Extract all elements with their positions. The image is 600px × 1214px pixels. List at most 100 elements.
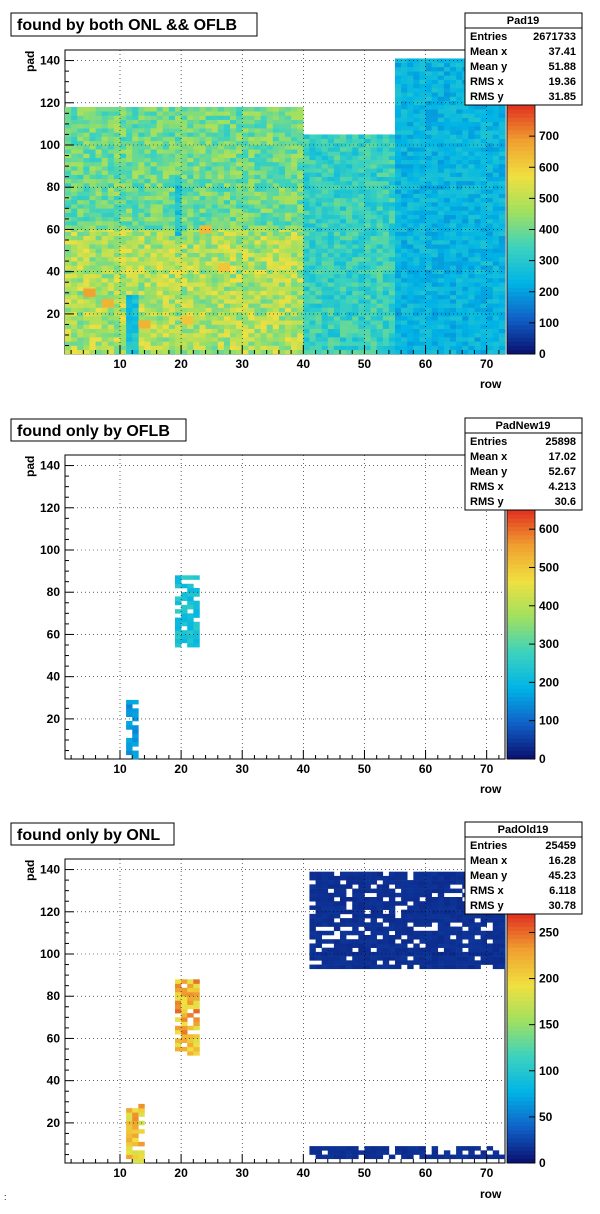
heatmap-cell	[468, 244, 475, 249]
heatmap-cell	[388, 261, 396, 266]
palette-band	[507, 572, 535, 577]
heatmap-cell	[401, 79, 408, 85]
palette-band	[507, 518, 535, 523]
heatmap-cell	[83, 278, 90, 283]
heatmap-cell	[193, 278, 200, 283]
heatmap-cell	[419, 206, 426, 211]
heatmap-cell	[120, 115, 127, 120]
heatmap-cell	[474, 176, 481, 182]
heatmap-cell	[193, 341, 200, 346]
heatmap-cell	[107, 166, 115, 171]
heatmap-cell	[358, 134, 365, 139]
heatmap-cell	[413, 311, 420, 317]
heatmap-cell	[175, 269, 182, 275]
heatmap-cell	[181, 174, 188, 180]
heatmap-cell	[450, 282, 457, 287]
heatmap-cell	[352, 349, 359, 355]
heatmap-cell	[193, 290, 200, 296]
heatmap-cell	[126, 704, 133, 709]
heatmap-cell	[266, 157, 274, 163]
heatmap-cell	[291, 111, 298, 116]
heatmap-cell	[150, 328, 157, 334]
palette-band	[507, 320, 535, 326]
heatmap-cell	[346, 240, 353, 245]
heatmap-cell	[236, 115, 243, 120]
heatmap-cell	[175, 320, 182, 325]
heatmap-cell	[498, 286, 506, 291]
heatmap-cell	[144, 161, 151, 167]
heatmap-cell	[254, 161, 261, 167]
heatmap-cell	[388, 349, 396, 355]
heatmap-cell	[419, 197, 426, 203]
heatmap-cell	[474, 180, 481, 186]
heatmap-cell	[346, 341, 353, 346]
heatmap-cell	[89, 149, 96, 154]
heatmap-cell	[395, 147, 402, 152]
heatmap-cell	[388, 248, 396, 253]
heatmap-cell	[474, 159, 481, 165]
stats-entries-value: 25898	[545, 436, 576, 448]
heatmap-cell	[211, 123, 219, 129]
heatmap-cell	[303, 278, 310, 283]
heatmap-cell	[138, 282, 145, 287]
heatmap-cell	[150, 337, 157, 342]
heatmap-cell	[101, 170, 109, 175]
heatmap-cell	[101, 235, 109, 241]
heatmap-cell	[132, 1158, 139, 1164]
heatmap-cell	[71, 307, 78, 313]
heatmap-cell	[260, 269, 267, 275]
heatmap-cell	[107, 316, 115, 321]
heatmap-cell	[364, 155, 371, 161]
heatmap-cell	[364, 307, 371, 313]
palette-tick-label: 300	[539, 254, 559, 268]
heatmap-cell	[138, 128, 145, 133]
heatmap-cell	[388, 155, 396, 161]
heatmap-cell	[413, 88, 420, 93]
heatmap-cell	[395, 210, 402, 215]
stats-box: PadNew19 Entries 25898 Mean x 17.02 Mean…	[464, 417, 583, 511]
heatmap-cell	[168, 199, 176, 205]
heatmap-cell	[376, 231, 384, 237]
heatmap-cell	[181, 1025, 188, 1031]
heatmap-cell	[431, 96, 439, 101]
heatmap-cell	[419, 113, 426, 118]
heatmap-cell	[156, 269, 164, 275]
heatmap-cell	[437, 240, 445, 245]
stats-rmsx-value: 4.213	[548, 481, 576, 493]
heatmap-cell	[297, 123, 304, 129]
heatmap-cell	[138, 248, 145, 253]
heatmap-cell	[120, 307, 127, 313]
heatmap-cell	[285, 178, 292, 184]
heatmap-cell	[95, 337, 102, 342]
heatmap-cell	[187, 303, 194, 308]
heatmap-cell	[327, 159, 335, 165]
heatmap-cell	[113, 208, 121, 213]
heatmap-cell	[376, 316, 384, 321]
heatmap-cell	[437, 121, 445, 127]
heatmap-cell	[217, 328, 225, 334]
heatmap-cell	[120, 332, 127, 338]
heatmap-cell	[315, 176, 322, 182]
heatmap-cell	[193, 979, 200, 984]
heatmap-cell	[352, 134, 359, 139]
heatmap-cell	[254, 278, 261, 283]
heatmap-cell	[162, 183, 170, 188]
heatmap-cell	[333, 316, 341, 321]
heatmap-cell	[113, 273, 121, 279]
heatmap-cell	[327, 324, 335, 329]
heatmap-cell	[340, 227, 347, 232]
heatmap-cell	[450, 256, 457, 262]
heatmap-cell	[437, 117, 445, 123]
palette-band	[507, 109, 535, 114]
heatmap-cell	[211, 294, 219, 300]
heatmap-cell	[431, 206, 439, 211]
heatmap-cell	[419, 290, 426, 296]
heatmap-cell	[285, 166, 292, 171]
heatmap-cell	[120, 231, 127, 237]
heatmap-cell	[193, 642, 200, 648]
heatmap-cell	[71, 174, 78, 180]
heatmap-cell	[132, 290, 139, 296]
heatmap-cell	[456, 88, 463, 93]
heatmap-cell	[456, 248, 463, 253]
heatmap-cell	[193, 604, 200, 610]
